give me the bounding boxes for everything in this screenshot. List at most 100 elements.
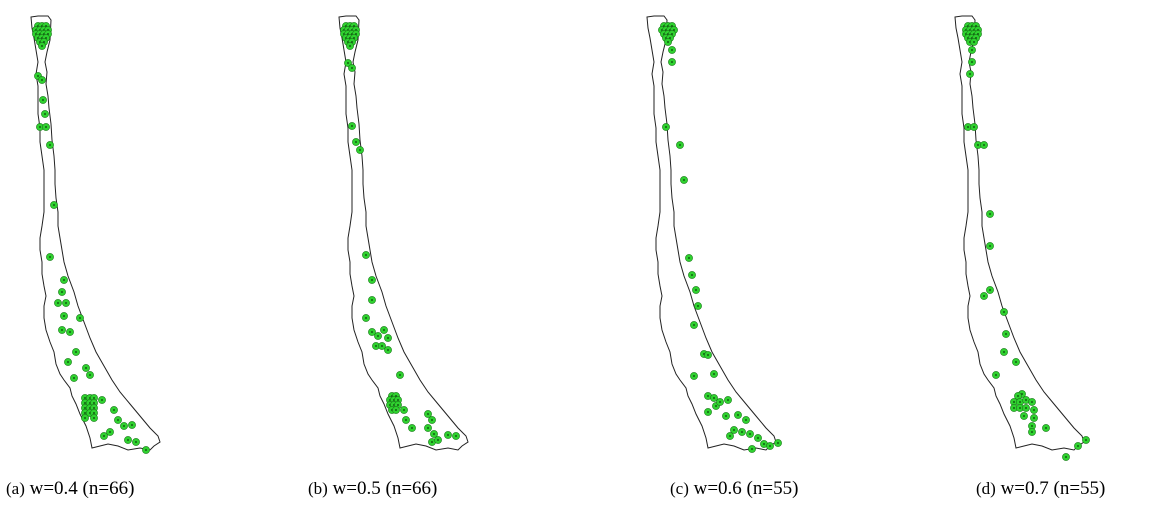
site-marker <box>124 436 132 444</box>
site-marker <box>680 176 688 184</box>
site-marker <box>362 314 370 322</box>
coastline-outline <box>954 15 1085 451</box>
site-marker <box>722 412 730 420</box>
site-marker <box>452 432 460 440</box>
site-marker <box>58 288 66 296</box>
site-marker <box>434 436 442 444</box>
site-marker <box>128 421 136 429</box>
site-marker <box>685 254 693 262</box>
caption-b-label: (b) <box>308 479 328 498</box>
caption-d-text: w=0.7 (n=55) <box>1000 478 1106 499</box>
site-marker <box>704 351 712 359</box>
site-marker <box>1012 358 1020 366</box>
site-marker <box>774 439 782 447</box>
site-marker <box>392 406 400 414</box>
site-marker <box>428 416 436 424</box>
site-marker <box>384 346 392 354</box>
site-marker <box>1022 404 1030 412</box>
site-marker <box>688 271 696 279</box>
caption-c-label: (c) <box>670 479 689 498</box>
caption-a-label: (a) <box>6 479 25 498</box>
site-marker <box>132 438 140 446</box>
site-marker <box>378 342 386 350</box>
site-marker <box>60 312 68 320</box>
site-marker <box>1028 428 1036 436</box>
site-marker <box>362 251 370 259</box>
site-marker <box>110 406 118 414</box>
site-marker <box>430 430 438 438</box>
site-marker <box>1030 406 1038 414</box>
site-marker <box>42 123 50 131</box>
site-marker <box>50 201 58 209</box>
caption-c-text: w=0.6 (n=55) <box>693 478 799 499</box>
site-marker <box>100 432 108 440</box>
site-marker <box>690 321 698 329</box>
site-marker <box>396 371 404 379</box>
site-marker <box>986 286 994 294</box>
site-marker <box>98 396 106 404</box>
site-marker <box>76 314 84 322</box>
site-marker <box>1028 398 1036 406</box>
site-marker <box>1000 308 1008 316</box>
site-marker <box>754 434 762 442</box>
site-marker <box>368 296 376 304</box>
caption-c: (c) w=0.6 (n=55) <box>670 478 798 500</box>
site-marker <box>1002 330 1010 338</box>
site-marker <box>968 58 976 66</box>
site-marker <box>86 371 94 379</box>
caption-a: (a) w=0.4 (n=66) <box>6 478 134 500</box>
site-marker <box>726 432 734 440</box>
site-marker <box>986 242 994 250</box>
site-marker <box>380 326 388 334</box>
site-marker <box>710 370 718 378</box>
site-marker <box>348 64 356 72</box>
site-marker <box>90 414 98 422</box>
site-marker <box>38 42 46 50</box>
site-marker <box>668 46 676 54</box>
site-marker <box>664 38 672 46</box>
site-marker <box>72 348 80 356</box>
site-marker <box>444 431 452 439</box>
site-marker <box>986 210 994 218</box>
site-marker <box>690 372 698 380</box>
site-marker <box>62 299 70 307</box>
site-marker <box>1000 348 1008 356</box>
site-marker <box>1030 414 1038 422</box>
site-marker <box>39 96 47 104</box>
site-marker <box>734 411 742 419</box>
map-panel-b <box>338 15 469 451</box>
coastline-outline <box>338 15 469 451</box>
site-marker <box>82 364 90 372</box>
site-marker <box>716 398 724 406</box>
site-marker <box>400 406 408 414</box>
caption-d: (d) w=0.7 (n=55) <box>976 478 1105 500</box>
site-marker <box>742 416 750 424</box>
map-panel-c <box>646 15 782 453</box>
site-marker <box>766 442 774 450</box>
site-marker <box>120 422 128 430</box>
coastline-outline <box>646 15 777 451</box>
site-marker <box>38 76 46 84</box>
site-marker <box>66 328 74 336</box>
site-marker <box>384 334 392 342</box>
site-marker <box>746 430 754 438</box>
site-marker <box>966 70 974 78</box>
site-marker <box>54 299 62 307</box>
site-marker <box>730 426 738 434</box>
coastline-outline <box>30 15 161 451</box>
site-marker <box>760 440 768 448</box>
site-marker <box>738 428 746 436</box>
site-marker <box>724 396 732 404</box>
site-marker <box>374 332 382 340</box>
site-marker <box>346 42 354 50</box>
site-marker <box>356 146 364 154</box>
site-marker <box>41 110 49 118</box>
site-marker <box>692 286 700 294</box>
site-marker <box>1082 436 1090 444</box>
caption-b: (b) w=0.5 (n=66) <box>308 478 437 500</box>
site-marker <box>1074 442 1082 450</box>
site-marker <box>970 123 978 131</box>
site-marker <box>1020 412 1028 420</box>
site-marker <box>992 371 1000 379</box>
caption-a-text: w=0.4 (n=66) <box>29 478 135 499</box>
